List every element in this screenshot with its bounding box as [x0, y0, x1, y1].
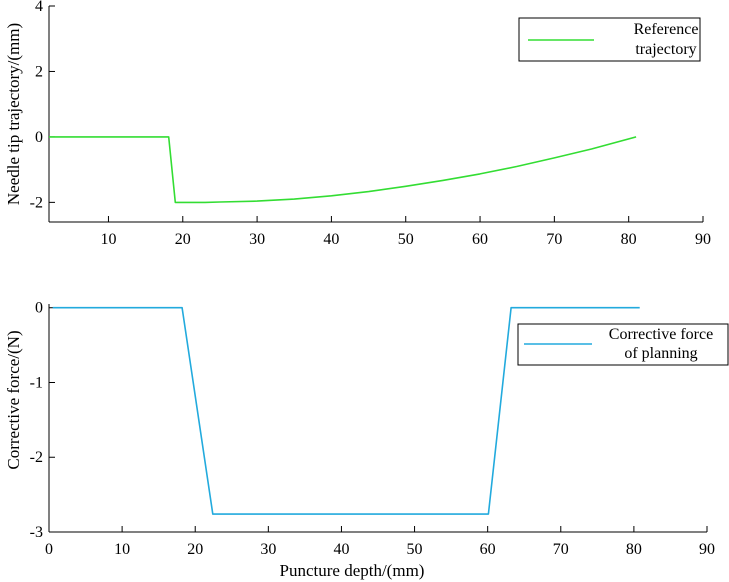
x-tick-label: 80 [626, 541, 642, 558]
corrective-force-chart: 0 10 20 30 40 50 60 70 80 90 -3 -2 -1 0 Corrective f… [4, 300, 729, 580]
x-ticks: 0 10 20 30 40 50 60 70 80 90 [45, 526, 715, 558]
x-tick-label: 50 [407, 541, 423, 558]
series-line [49, 136, 637, 204]
y-tick-label: 2 [35, 63, 43, 80]
y-tick-label: -2 [30, 449, 43, 466]
legend: Reference trajectory [518, 17, 701, 62]
legend: Corrective force of planning [517, 323, 729, 366]
x-ticks: 10 20 30 40 50 60 70 80 90 [100, 216, 711, 248]
x-tick-label: 70 [546, 231, 562, 248]
x-tick-label: 90 [699, 541, 715, 558]
x-tick-label: 60 [480, 541, 496, 558]
y-axis-title: Needle tip trajectory/(mm) [4, 23, 23, 205]
series-lines [52, 306, 640, 515]
x-tick-label: 30 [260, 541, 276, 558]
x-tick-label: 40 [333, 541, 349, 558]
x-tick-label: 20 [187, 541, 203, 558]
x-tick-label: 90 [695, 231, 711, 248]
y-tick-label: -2 [30, 194, 43, 211]
series-line [52, 306, 640, 515]
x-tick-label: 0 [45, 541, 53, 558]
x-tick-label: 30 [249, 231, 265, 248]
trajectory-chart: 10 20 30 40 50 60 70 80 90 -2 0 2 4 Needle tip traj… [4, 0, 711, 248]
series-lines [49, 136, 637, 204]
x-tick-label: 60 [472, 231, 488, 248]
legend-label-line-2: trajectory [635, 41, 696, 58]
x-tick-label: 40 [323, 231, 339, 248]
y-ticks: -2 0 2 4 [30, 0, 55, 211]
legend-label-line-1: Reference [634, 21, 699, 38]
legend-label-line-2: of planning [624, 345, 697, 362]
x-tick-label: 10 [100, 231, 116, 248]
y-tick-label: -3 [30, 524, 43, 541]
y-tick-label: 4 [35, 0, 43, 15]
x-tick-label: 50 [398, 231, 414, 248]
y-tick-label: 0 [35, 129, 43, 146]
y-ticks: -3 -2 -1 0 [30, 300, 55, 541]
y-axis-title: Corrective force/(N) [4, 330, 23, 469]
x-tick-label: 70 [553, 541, 569, 558]
x-tick-label: 80 [621, 231, 637, 248]
y-tick-label: -1 [30, 374, 43, 391]
legend-label-line-1: Corrective force [609, 326, 713, 343]
y-tick-label: 0 [35, 300, 43, 317]
x-tick-label: 10 [114, 541, 130, 558]
x-tick-label: 20 [175, 231, 191, 248]
x-axis-title: Puncture depth/(mm) [280, 561, 425, 580]
